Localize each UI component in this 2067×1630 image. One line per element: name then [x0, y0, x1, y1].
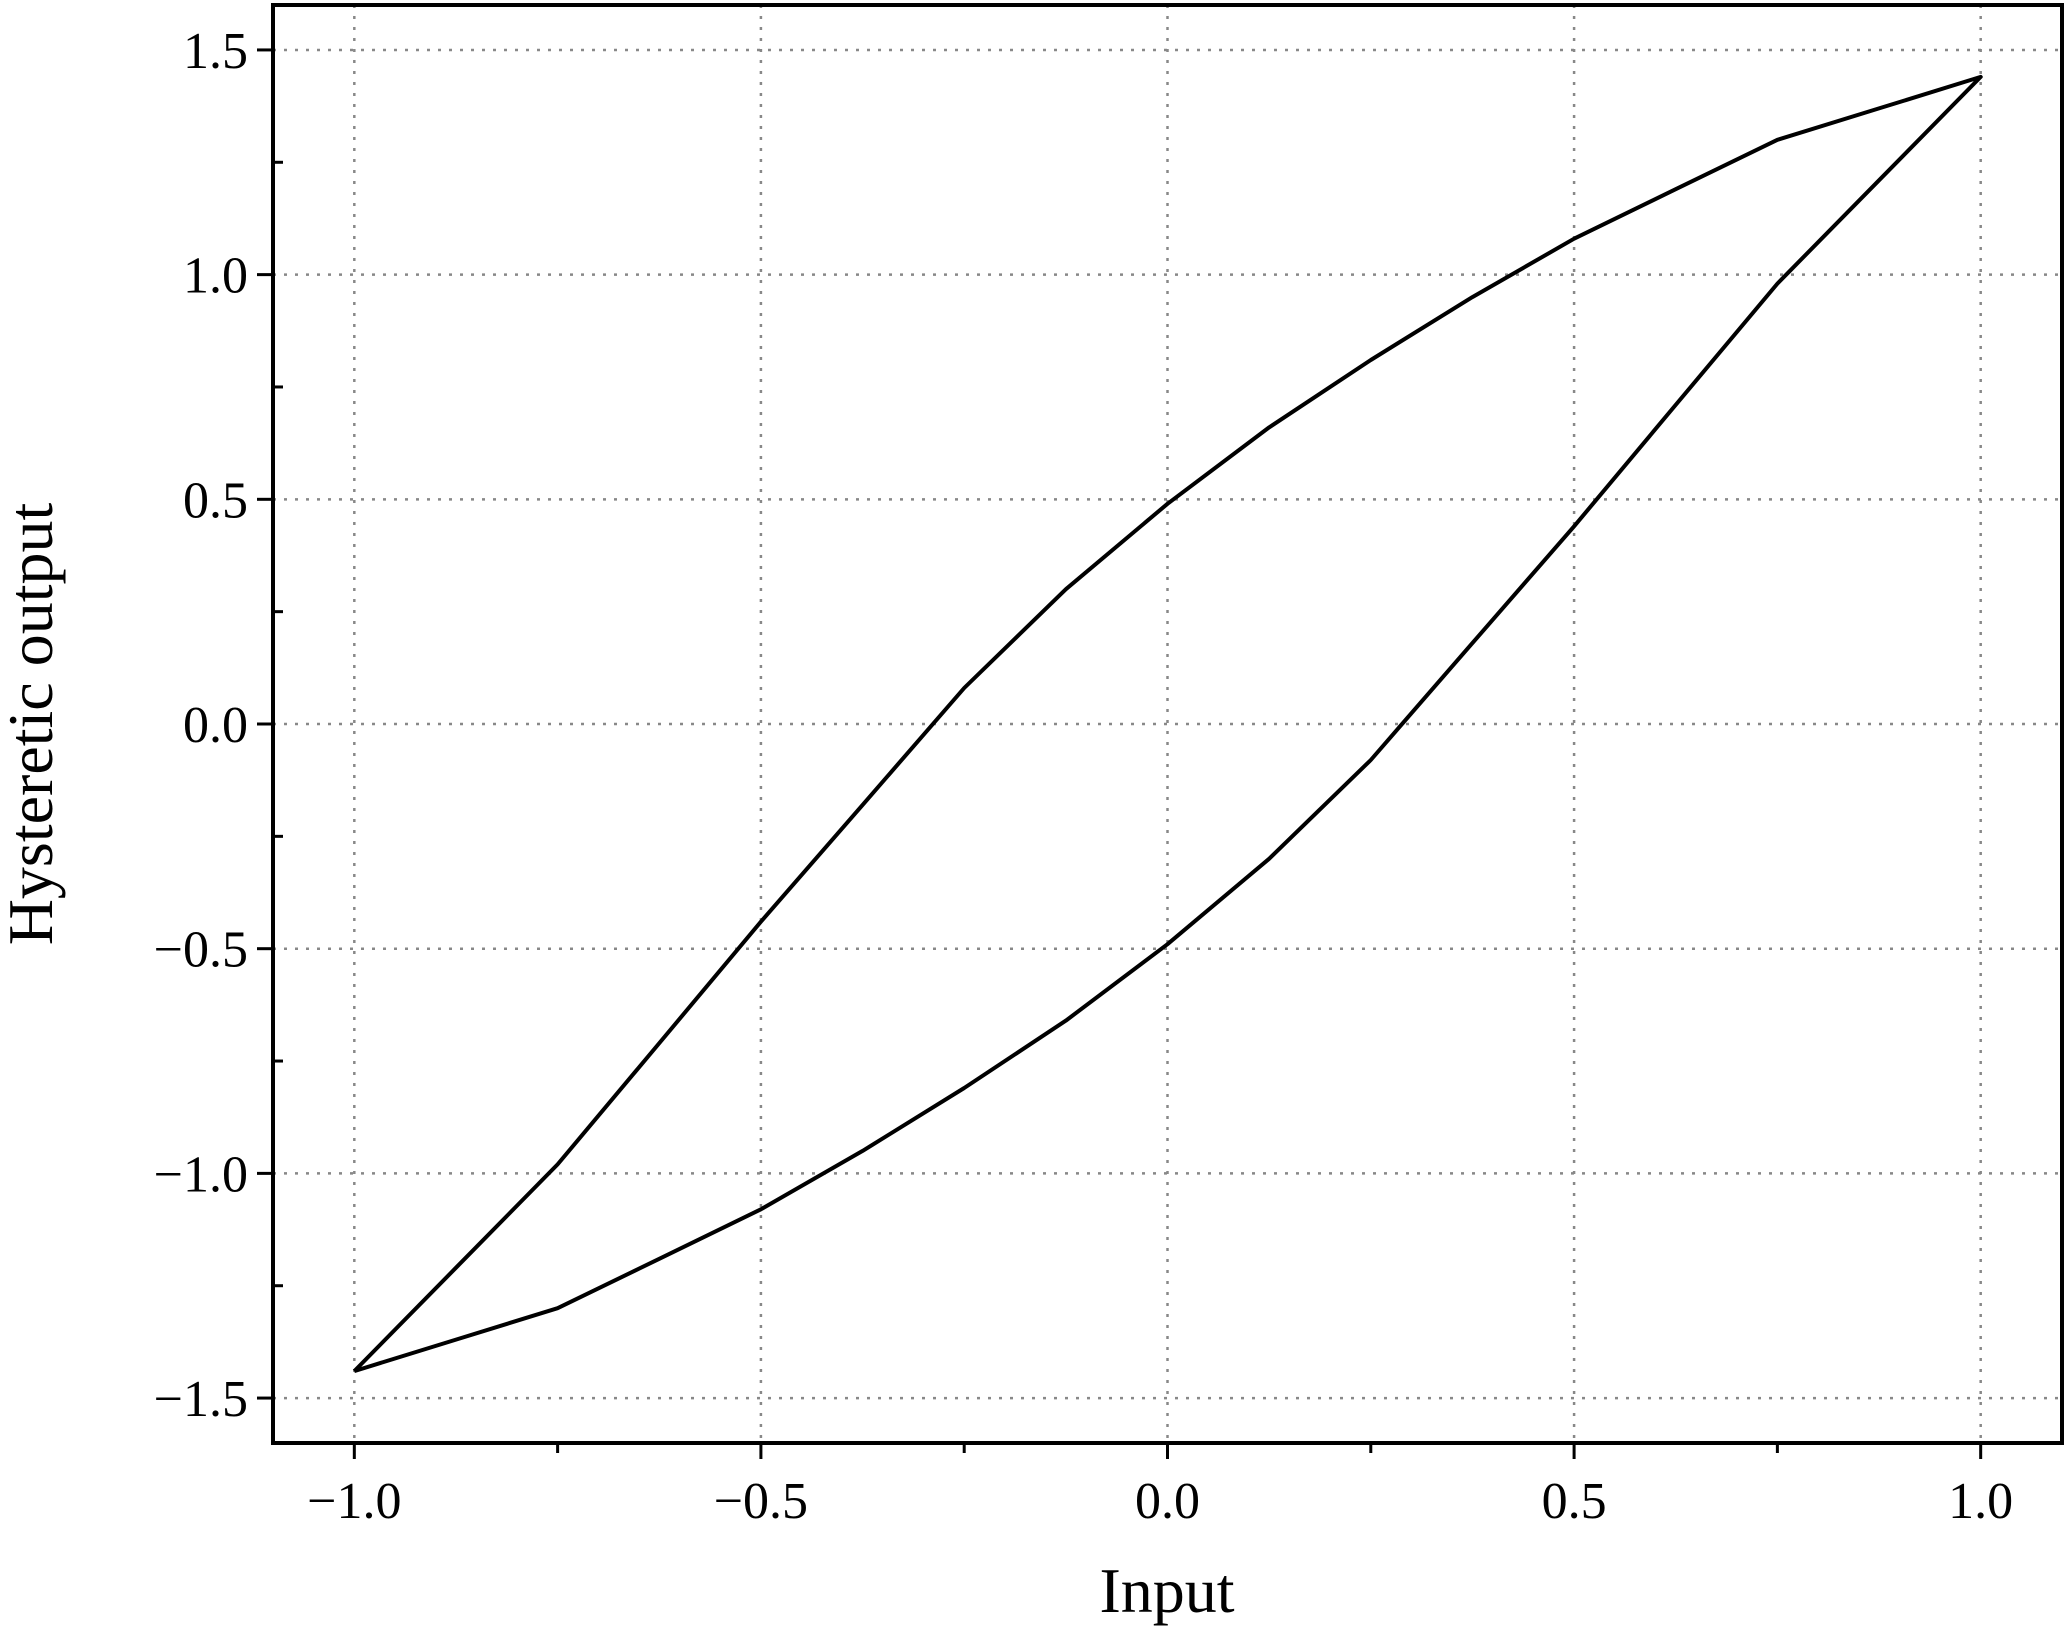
y-tick-label: −1.0	[154, 1146, 248, 1203]
plot-frame	[271, 3, 2064, 1445]
y-tick-label: 1.0	[183, 248, 248, 305]
y-axis-title: Hysteretic output	[0, 503, 66, 946]
x-tick-label: 0.5	[1542, 1473, 1607, 1530]
x-tick-label: −1.0	[307, 1473, 401, 1530]
x-axis-title: Input	[1099, 1555, 1234, 1626]
data-line	[352, 74, 1983, 1374]
x-tick-label: 1.0	[1948, 1473, 2013, 1530]
y-tick-label: 0.5	[183, 472, 248, 529]
y-tick-label: 0.0	[183, 697, 248, 754]
x-tick-label: −0.5	[714, 1473, 808, 1530]
x-tick-label: 0.0	[1135, 1473, 1200, 1530]
y-tick-label: 1.5	[183, 23, 248, 80]
y-tick-label: −0.5	[154, 922, 248, 979]
y-tick-label: −1.5	[154, 1371, 248, 1428]
